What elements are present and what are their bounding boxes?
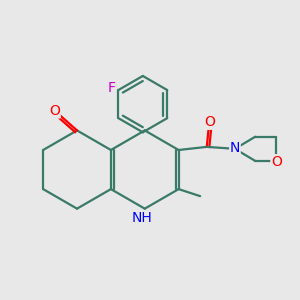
Text: O: O	[49, 104, 60, 118]
Text: NH: NH	[131, 212, 152, 225]
Text: O: O	[271, 155, 282, 169]
Text: F: F	[107, 82, 116, 95]
Text: N: N	[230, 141, 240, 155]
Text: O: O	[204, 115, 215, 129]
